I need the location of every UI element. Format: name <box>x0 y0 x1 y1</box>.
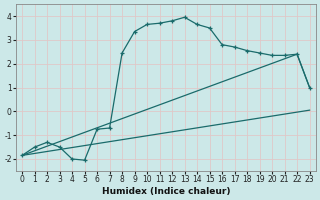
X-axis label: Humidex (Indice chaleur): Humidex (Indice chaleur) <box>101 187 230 196</box>
